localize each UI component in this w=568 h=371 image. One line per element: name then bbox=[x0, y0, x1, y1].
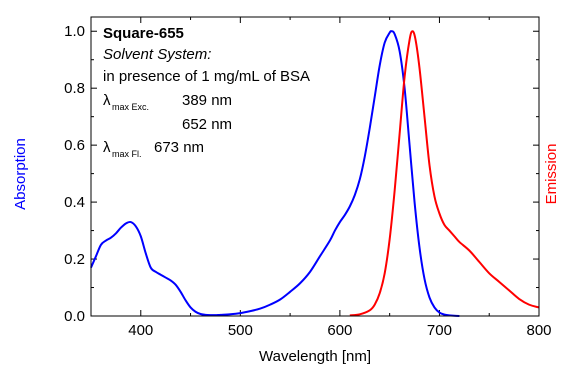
x-tick-label: 800 bbox=[526, 322, 551, 339]
annotation-exc-subscript: max Exc. bbox=[112, 102, 149, 112]
annotation-block: Square-655 Solvent System: in presence o… bbox=[103, 25, 310, 159]
x-axis-title: Wavelength [nm] bbox=[259, 348, 371, 365]
annotation-solvent-value: in presence of 1 mg/mL of BSA bbox=[103, 68, 310, 85]
x-tick-label: 600 bbox=[327, 322, 352, 339]
annotation-exc-value-2: 652 nm bbox=[182, 116, 232, 133]
annotation-fl-subscript: max Fl. bbox=[112, 149, 142, 159]
x-tick-label: 500 bbox=[228, 322, 253, 339]
axis-ticks: 400 500 600 700 800 0.0 0.2 0.4 0.6 0.8 1.0 bbox=[64, 17, 552, 339]
annotation-lambda-exc: λ bbox=[103, 92, 111, 109]
y-axis-title-right: Emission bbox=[543, 144, 560, 205]
y-tick-label: 0.8 bbox=[64, 80, 85, 97]
y-tick-label: 0.4 bbox=[64, 194, 85, 211]
annotation-exc-value-1: 389 nm bbox=[182, 92, 232, 109]
annotation-solvent-label: Solvent System: bbox=[103, 46, 211, 63]
y-tick-label: 1.0 bbox=[64, 23, 85, 40]
annotation-fl-value: 673 nm bbox=[154, 139, 204, 156]
y-axis-title-left: Absorption bbox=[12, 138, 29, 210]
y-tick-label: 0.0 bbox=[64, 308, 85, 325]
x-tick-label: 700 bbox=[427, 322, 452, 339]
y-tick-label: 0.2 bbox=[64, 251, 85, 268]
plot-frame bbox=[90, 16, 540, 317]
annotation-title: Square-655 bbox=[103, 25, 184, 42]
annotation-lambda-fl: λ bbox=[103, 139, 111, 156]
y-tick-label: 0.6 bbox=[64, 137, 85, 154]
x-tick-label: 400 bbox=[128, 322, 153, 339]
emission-line bbox=[349, 30, 540, 317]
absorption-line bbox=[90, 30, 460, 317]
